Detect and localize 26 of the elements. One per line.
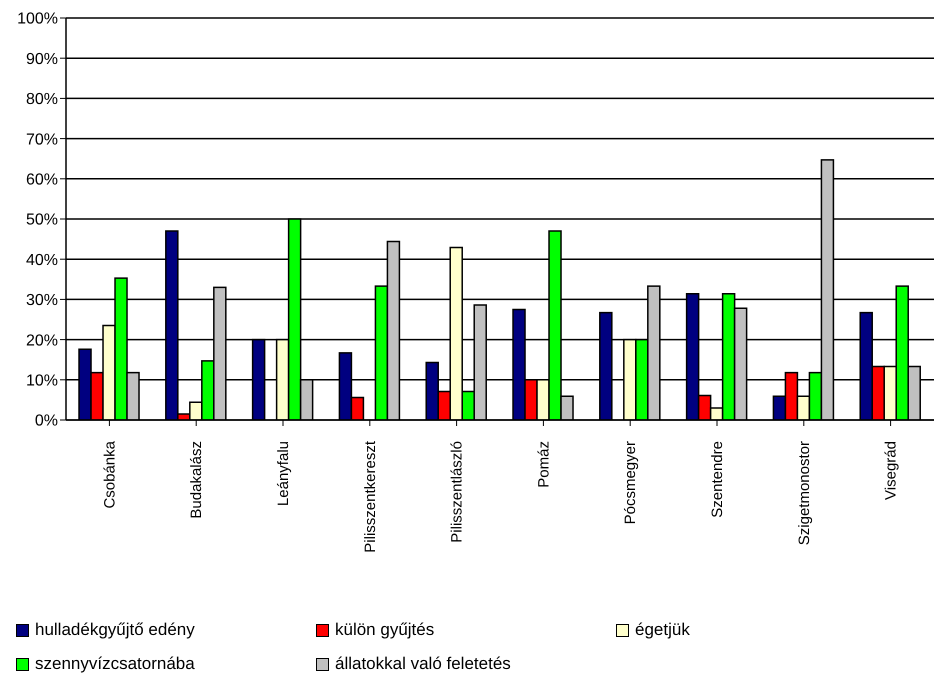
legend-label: külön gyűjtés (335, 620, 434, 640)
x-tick-label: Pilisszentkereszt (362, 440, 379, 553)
y-tick-label: 40% (26, 252, 58, 269)
x-tick-label: Szentendre (709, 441, 726, 518)
legend-label: szennyvízcsatornába (35, 654, 195, 674)
x-tick-label: Budakalász (188, 441, 206, 519)
legend-label: hulladékgyűjtő edény (35, 620, 195, 640)
x-tick-label: Leányfalu (275, 441, 292, 506)
x-tick-label: Pócsmegyer (622, 441, 640, 524)
legend-label: állatokkal való feletetés (335, 654, 511, 674)
y-tick-label: 0% (34, 412, 58, 430)
y-tick-label: 60% (26, 171, 58, 188)
y-tick-label: 20% (26, 332, 58, 350)
y-tick-label: 70% (26, 131, 58, 148)
x-tick-label: Visegrád (882, 441, 900, 500)
x-tick-label: Pilisszentlászló (448, 441, 466, 543)
y-tick-label: 30% (26, 292, 58, 310)
y-tick-label: 80% (26, 91, 58, 108)
y-tick-label: 10% (26, 372, 58, 390)
y-tick-label: 100% (17, 10, 58, 28)
x-tick-label: Pomáz (535, 441, 552, 488)
y-tick-label: 90% (26, 50, 58, 68)
y-tick-label: 50% (26, 212, 58, 229)
x-tick-label: Csobánka (101, 440, 118, 509)
x-tick-label: Szigetmonostor (796, 441, 813, 546)
legend-label: égetjük (635, 620, 690, 640)
